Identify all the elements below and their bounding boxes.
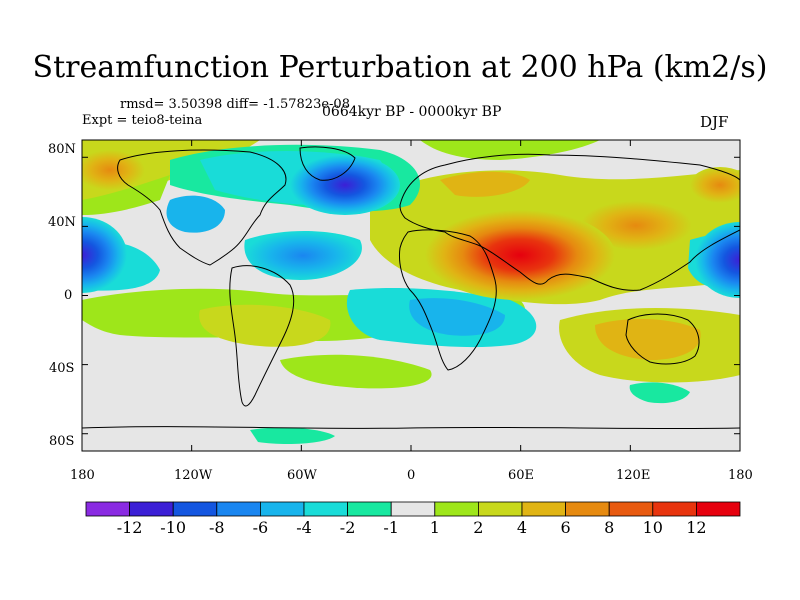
contour-core-pacific-low-west xyxy=(82,217,127,293)
rmsd-diff-text: rmsd= 3.50398 diff= -1.57823e-08 xyxy=(120,97,350,112)
contour-band-namerica-negative xyxy=(166,195,225,233)
lat-tick-label: 40S xyxy=(49,361,75,376)
colorbar-tick-label: 4 xyxy=(516,518,528,537)
lat-tick-label: 0 xyxy=(64,288,73,303)
experiment-label: Expt = teio8-teina xyxy=(82,113,203,128)
colorbar-swatch xyxy=(216,501,261,517)
season-label: DJF xyxy=(700,113,729,131)
contour-core-atlantic-low xyxy=(290,155,400,215)
lon-tick-label: 120W xyxy=(174,468,213,483)
contour-band-northpole-positive xyxy=(420,140,600,160)
lon-tick-label: 120E xyxy=(616,468,651,483)
colorbar-tick-label: 10 xyxy=(642,518,663,537)
colorbar-tick-label: 6 xyxy=(560,518,571,537)
contour-band-wnp-positive xyxy=(580,200,692,250)
colorbar-swatch xyxy=(608,501,654,517)
colorbar-swatch xyxy=(172,501,218,517)
contour-band-arctic-positive xyxy=(82,175,170,215)
colorbar-tick-label: -2 xyxy=(339,518,356,537)
contour-band-antarctic-negative xyxy=(250,427,335,444)
contour-field xyxy=(82,140,740,451)
colorbar-tick-label: 1 xyxy=(429,518,440,537)
contour-band-south-atlantic-positive xyxy=(280,354,432,389)
coastline-north-america xyxy=(117,149,287,266)
colorbar-swatch xyxy=(259,501,305,517)
lon-tick-label: 60W xyxy=(287,468,317,483)
lat-tick-label: 80N xyxy=(48,142,76,157)
colorbar-swatch xyxy=(565,501,610,517)
colorbar-swatch xyxy=(347,501,392,517)
colorbar-swatch xyxy=(303,501,348,517)
colorbar-tick-label: -4 xyxy=(296,518,312,537)
colorbar-tick-label: -10 xyxy=(160,518,187,537)
colorbar-tick-label: -12 xyxy=(116,518,143,537)
coastlines xyxy=(82,146,740,430)
lat-tick-label: 40N xyxy=(48,215,76,230)
contour-band-europe-positive xyxy=(440,171,530,197)
lon-tick-label: 60E xyxy=(508,468,535,483)
contour-core-nasia-high xyxy=(690,167,740,203)
colorbar-tick-label: 8 xyxy=(604,518,615,537)
colorbar-swatch xyxy=(129,501,174,517)
lat-tick-label: 80S xyxy=(49,434,75,449)
chart-title: Streamfunction Perturbation at 200 hPa (… xyxy=(32,50,768,85)
colorbar-swatch xyxy=(696,501,741,517)
colorbar-tick-label: -8 xyxy=(209,518,225,537)
colorbar-swatch xyxy=(652,501,697,517)
colorbar-swatch xyxy=(477,501,523,517)
lon-tick-label: 180 xyxy=(728,468,753,483)
colorbar-swatch xyxy=(434,501,479,517)
colorbar-tick-label: 12 xyxy=(686,518,707,537)
contour-band-africa-core-negative xyxy=(409,298,505,336)
axis-ticks xyxy=(81,140,741,451)
coastline-south-america xyxy=(229,265,295,407)
lon-tick-label: 180 xyxy=(70,468,95,483)
contour-core-arabia-high xyxy=(425,210,615,300)
contour-band-southern-ocean-negative xyxy=(629,382,690,404)
coastline-africa xyxy=(399,229,497,371)
coastline-australia xyxy=(625,313,700,365)
lon-tick-label: 0 xyxy=(407,468,416,483)
contour-core-pacific-low-east xyxy=(695,222,740,298)
contour-band-australia-core-positive xyxy=(595,318,701,360)
contour-core-npacific-high xyxy=(82,150,145,190)
colorbar-swatch xyxy=(390,501,436,517)
colorbar-swatch xyxy=(85,501,130,517)
contour-band-tropical-atlantic-negative xyxy=(244,231,362,280)
coastline-antarctica xyxy=(82,426,740,430)
colorbar-swatch xyxy=(521,501,566,517)
colorbar-tick-label: -1 xyxy=(383,518,399,537)
period-label: 0664kyr BP - 0000kyr BP xyxy=(322,104,502,120)
colorbar-tick-label: -6 xyxy=(252,518,269,537)
coastline-greenland xyxy=(299,146,356,181)
colorbar-tick-label: 2 xyxy=(473,518,484,537)
colorbar xyxy=(85,501,741,517)
coastline-eurasia xyxy=(399,153,740,291)
